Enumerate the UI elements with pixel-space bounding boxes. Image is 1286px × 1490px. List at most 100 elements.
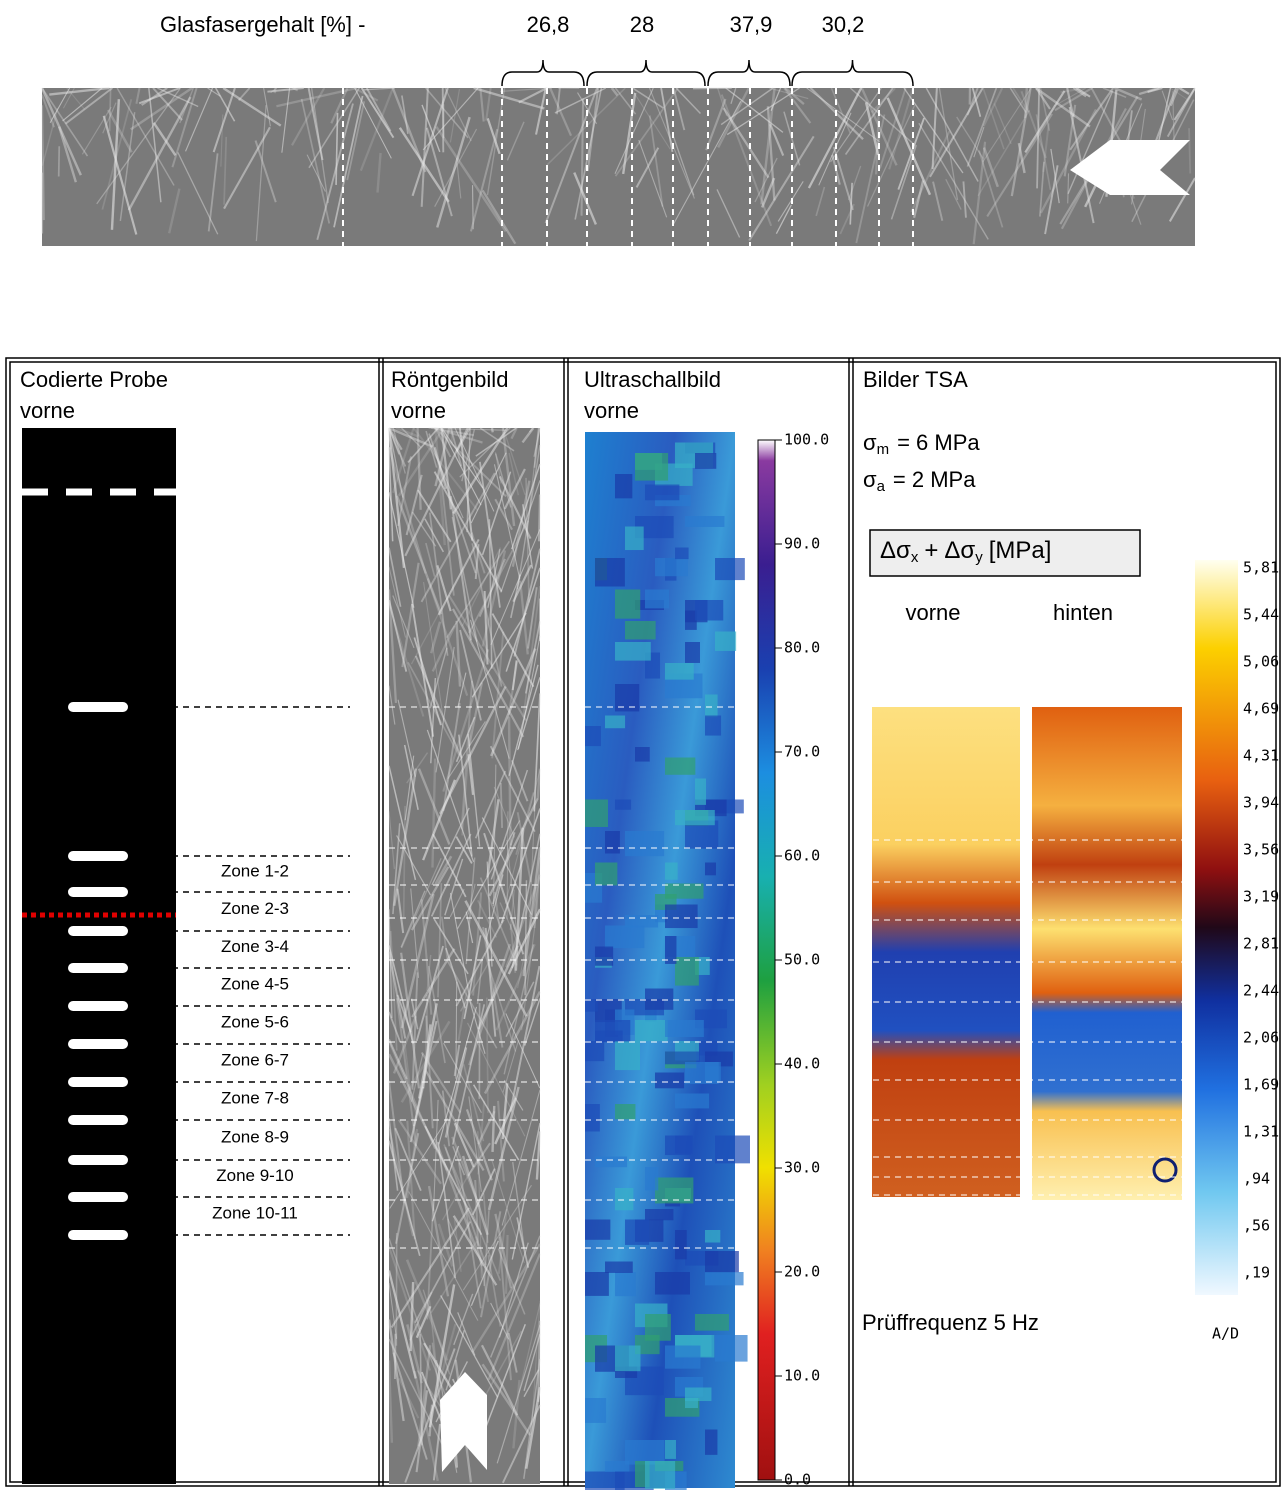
fiber [410,566,465,665]
fiber [716,189,741,238]
fiber [452,1215,498,1286]
zone-label: Zone 6-7 [221,1050,289,1069]
fiber [420,1051,462,1114]
column-subtitle: vorne [584,398,639,423]
fiber [481,1363,532,1436]
fiber [464,900,528,1017]
fiber [806,87,880,143]
ultrasound-patch [685,1062,719,1084]
fiber [479,427,515,452]
fiber [471,543,503,687]
fiber [401,95,409,134]
fiber [784,87,805,105]
fiber [498,1237,512,1381]
ultrasound-patch [615,589,641,619]
fiber [692,87,732,90]
fiber [425,430,438,468]
fiber [442,702,461,812]
fiber [397,456,412,527]
fiber [426,729,475,862]
fiber [388,566,407,638]
fiber [292,87,299,92]
fiber [516,444,541,590]
fiber [503,944,535,1075]
fiber [406,1324,423,1384]
fiber [433,1099,439,1211]
fiber [40,105,45,221]
ultrasound-patch [585,1272,609,1296]
fiber [432,1423,441,1481]
fiber [467,734,481,847]
fiber [388,427,403,451]
code-bar [68,1077,128,1087]
code-bar [68,1039,128,1049]
zone-label: Zone 4-5 [221,974,289,993]
fiber [485,997,489,1113]
fiber [511,463,541,550]
fiber [1063,104,1077,177]
fiber [411,511,437,547]
fiber [436,565,452,612]
fiber [1010,87,1032,197]
fiber [168,188,181,234]
fiber [365,87,392,132]
fiber [388,765,417,881]
fiber [490,769,529,880]
fiber [449,888,465,918]
fiber [1039,161,1045,217]
fiber [535,1131,542,1180]
fiber [962,181,967,218]
fiber [457,1312,476,1356]
fiber [387,1360,394,1443]
colorbar-label: 20.0 [784,1263,820,1281]
fiber [1060,86,1085,94]
fiber [400,890,426,948]
ultrasound-patch [605,831,620,854]
ultrasound-patch [655,495,691,507]
fiber [768,87,809,100]
fiber [517,676,541,751]
zone-label: Zone 9-10 [216,1166,294,1185]
fiber [388,1238,421,1330]
fiber [461,1155,489,1236]
fiber [397,699,416,777]
ultrasound-patch [585,999,598,1012]
fiber-content-value: 30,2 [822,12,865,37]
fiber [398,1378,420,1419]
ultrasound-patch [615,799,632,810]
fiber [716,87,728,117]
fiber [1039,87,1051,131]
fiber [494,498,513,531]
fiber [864,102,880,156]
ultrasound-patch [665,883,704,899]
fiber [64,87,113,125]
fiber [424,1069,485,1171]
fiber [81,106,112,155]
fiber [1138,86,1159,96]
fiber [414,1221,471,1324]
fiber [458,427,474,541]
fiber [518,1303,541,1394]
fiber [148,87,162,203]
fiber [333,95,364,228]
fiber [512,564,533,603]
fiber [457,984,469,1041]
fiber [477,899,498,938]
zone-label: Zone 7-8 [221,1088,289,1107]
ultrasound-patch [705,1429,718,1455]
fiber [777,181,804,222]
fiber [483,1323,526,1433]
fiber [387,589,398,703]
fiber [977,110,1031,197]
fiber [515,792,535,855]
ultrasound-patch [715,1135,750,1164]
fiber [586,87,600,172]
fiber [486,861,493,967]
fiber [437,538,480,616]
fiber [392,1352,428,1460]
fiber [388,603,425,717]
fiber [1023,87,1029,119]
fiber [481,471,512,556]
fiber [1024,90,1066,154]
fiber [416,427,422,510]
